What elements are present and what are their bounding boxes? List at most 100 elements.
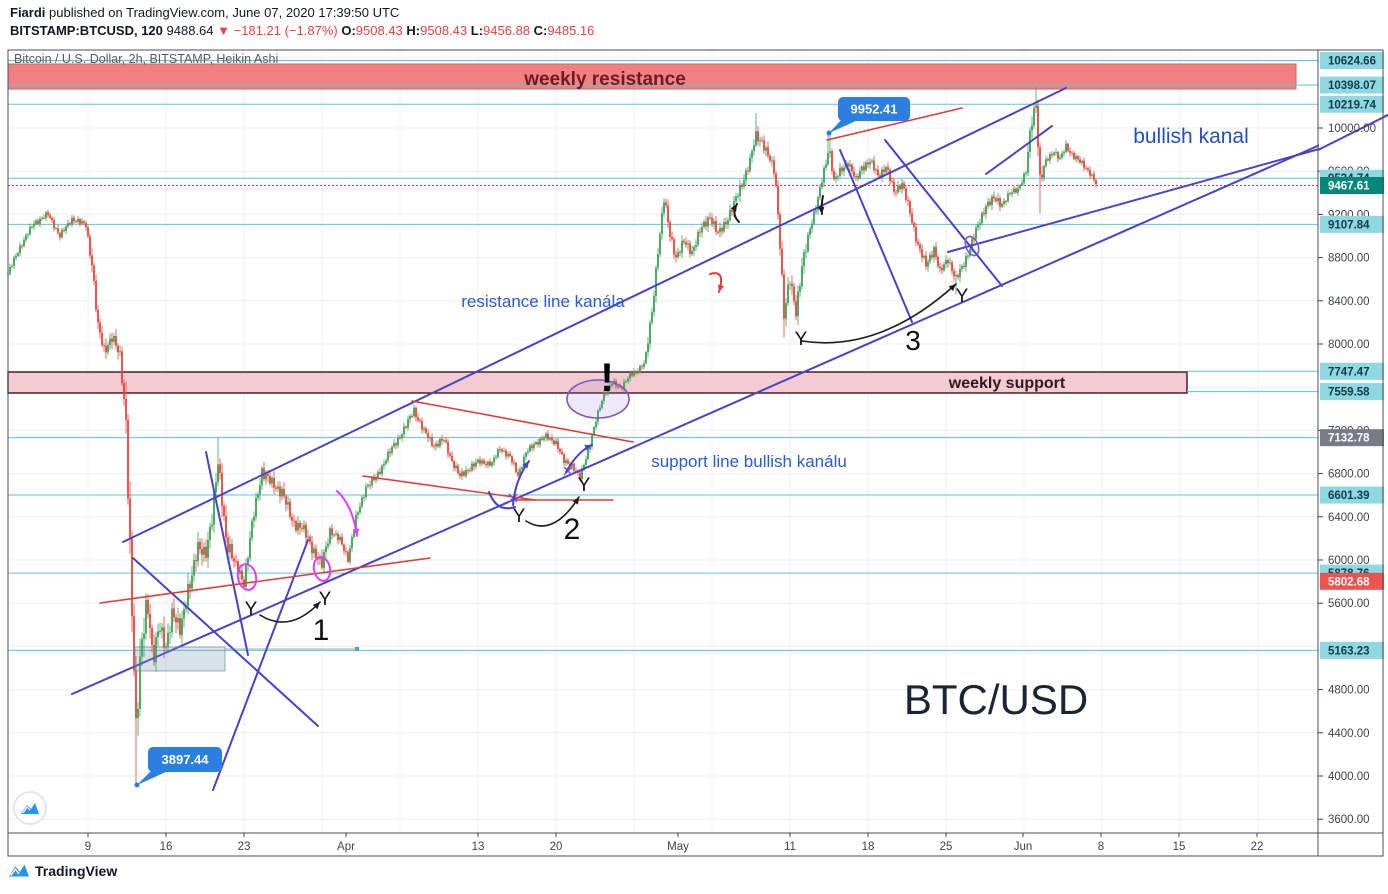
candle-body xyxy=(517,472,519,476)
candle-body xyxy=(79,218,81,224)
candle-body xyxy=(861,166,863,171)
candle-body xyxy=(391,446,393,454)
candle-body xyxy=(675,254,677,258)
price-label-bg xyxy=(1320,362,1384,380)
candle-body xyxy=(59,233,61,238)
annotation-text-layer: weekly resistance weekly support resistanc… xyxy=(14,52,1249,723)
candle-body xyxy=(1089,169,1091,176)
candle-body xyxy=(853,171,855,177)
candle-body xyxy=(483,460,485,464)
candle-body xyxy=(659,233,661,255)
candle-body xyxy=(425,428,427,433)
up-hook-arrow-head xyxy=(730,204,737,212)
candle-body xyxy=(415,407,417,418)
candle-body xyxy=(851,164,853,172)
candle-body xyxy=(431,437,433,446)
callouts-layer: 9952.41 3897.44 xyxy=(134,97,910,788)
time-tick-label: Apr xyxy=(337,841,355,853)
candle-body xyxy=(491,462,493,466)
time-tick-label: 25 xyxy=(940,841,953,853)
candle-body xyxy=(987,201,989,207)
candle-body xyxy=(931,254,933,258)
close-value: 9485.16 xyxy=(547,22,595,38)
candle-body xyxy=(609,385,611,388)
price-label-bg xyxy=(1320,215,1384,233)
candle-body xyxy=(513,462,515,464)
candle-body xyxy=(465,470,467,476)
symbol-interval: BITSTAMP:BTCUSD, 120 xyxy=(10,22,163,38)
candle-body xyxy=(1023,173,1025,184)
candle-body xyxy=(933,247,935,258)
candle-body xyxy=(443,440,445,442)
candle-body xyxy=(271,477,273,484)
price-label-bg xyxy=(1320,572,1384,590)
candle-body xyxy=(255,498,257,517)
time-tick-label: 22 xyxy=(1251,841,1264,853)
candle-body xyxy=(835,176,837,180)
candle-body xyxy=(1075,156,1077,160)
candle-body xyxy=(591,435,593,447)
down-triangle-icon: ▼ xyxy=(217,22,231,38)
candle-body xyxy=(723,221,725,232)
candle-body xyxy=(41,217,43,220)
candle-body xyxy=(385,460,387,464)
candle-body xyxy=(185,606,187,610)
candle-body xyxy=(307,536,309,538)
candle-body xyxy=(1003,201,1005,205)
candle-body xyxy=(739,184,741,197)
candle-body xyxy=(771,160,773,162)
candle-body xyxy=(125,398,127,420)
candle-body xyxy=(259,485,261,495)
candle-body xyxy=(291,517,293,521)
candle-body xyxy=(37,220,39,224)
candle-body xyxy=(785,302,787,319)
candle-body xyxy=(183,609,185,619)
candle-body xyxy=(1033,107,1035,126)
candle-body xyxy=(721,228,723,232)
candle-body xyxy=(519,468,521,476)
time-axis[interactable]: 9 16 23 Apr 13 20 May 11 18 25 Jun 8 15 22 xyxy=(8,833,1383,856)
candle-body xyxy=(667,205,669,222)
candle-body xyxy=(343,544,345,551)
candle-body xyxy=(901,183,903,190)
candle-body xyxy=(977,224,979,228)
candle-body xyxy=(623,382,625,389)
wave-2-arrow xyxy=(525,496,580,527)
candle-body xyxy=(709,217,711,219)
candle-body xyxy=(495,457,497,458)
candle-body xyxy=(27,234,29,236)
candle-body xyxy=(207,539,209,558)
price-change: −181.21 (−1.87%) xyxy=(233,22,338,38)
candle-body xyxy=(49,214,51,218)
candle-body xyxy=(911,213,913,223)
candle-body xyxy=(703,221,705,227)
price-axis[interactable]: 10000.009600.009200.008800.008400.008000… xyxy=(1317,50,1388,833)
trend-line-blue xyxy=(132,557,319,727)
candle-body xyxy=(333,534,335,536)
candle-body xyxy=(547,433,549,440)
candle-body xyxy=(713,221,715,224)
tradingview-brand[interactable]: TradingView xyxy=(8,863,117,879)
demand-box xyxy=(134,646,226,672)
candle-body xyxy=(677,252,679,258)
candle-body xyxy=(43,217,45,219)
candle-body xyxy=(383,463,385,466)
candle-body xyxy=(839,167,841,177)
candle-body xyxy=(527,451,529,453)
price-label-cyan: 7747.47 xyxy=(1320,362,1384,380)
candle-body xyxy=(335,533,337,535)
candle-body xyxy=(599,407,601,411)
candle-body xyxy=(427,432,429,439)
candle-body xyxy=(1081,160,1083,163)
candle-body xyxy=(457,465,459,474)
candle-body xyxy=(217,464,219,483)
candle-body xyxy=(299,522,301,528)
candle-body xyxy=(529,445,531,452)
candle-body xyxy=(681,240,683,253)
candle-body xyxy=(725,221,727,225)
candle-body xyxy=(1079,159,1081,163)
candle-body xyxy=(181,618,183,635)
callout-anchor-dot xyxy=(134,782,140,788)
candle-body xyxy=(573,463,575,471)
